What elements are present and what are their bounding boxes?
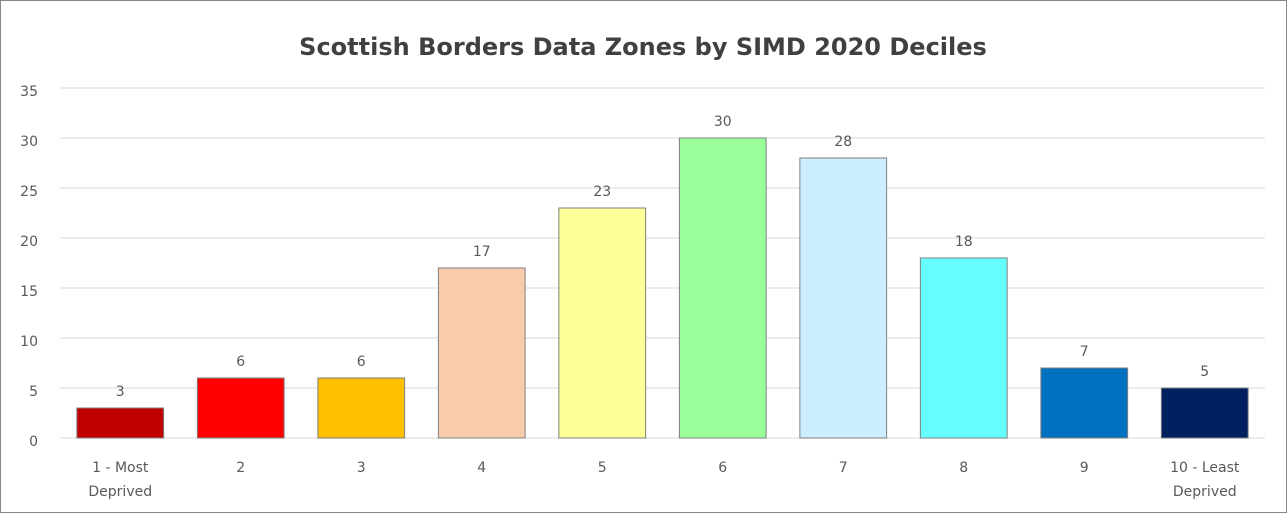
x-tick-label: 5 xyxy=(597,460,607,476)
bar xyxy=(1160,387,1249,439)
data-label: 5 xyxy=(1200,364,1209,380)
bar xyxy=(317,377,406,439)
x-tick-label: 7 xyxy=(838,460,848,476)
y-tick-label: 10 xyxy=(20,334,38,350)
y-tick-label: 20 xyxy=(20,234,38,250)
x-tick-label: 6 xyxy=(718,460,728,476)
y-tick-label: 0 xyxy=(29,434,38,450)
y-tick-label: 35 xyxy=(20,84,38,100)
x-tick-label: 10 - Least Deprived xyxy=(1170,460,1240,500)
x-tick-label: 1 - Most Deprived xyxy=(88,460,153,500)
bar xyxy=(799,157,888,439)
bar xyxy=(678,137,767,439)
y-tick-label: 5 xyxy=(29,384,38,400)
x-tick-label: 3 xyxy=(356,460,366,476)
x-tick-label: 9 xyxy=(1079,460,1089,476)
bar xyxy=(76,407,165,439)
chart-title: Scottish Borders Data Zones by SIMD 2020… xyxy=(299,33,987,61)
x-tick-label: 8 xyxy=(959,460,969,476)
x-tick-label: 4 xyxy=(477,460,487,476)
y-tick-label: 25 xyxy=(20,184,38,200)
y-tick-label: 15 xyxy=(20,284,38,300)
bar xyxy=(919,257,1008,439)
data-label: 6 xyxy=(236,354,245,370)
data-label: 23 xyxy=(593,184,611,200)
data-label: 6 xyxy=(357,354,366,370)
data-label: 28 xyxy=(834,134,852,150)
x-tick-label: 2 xyxy=(236,460,246,476)
data-label: 7 xyxy=(1080,344,1089,360)
data-label: 30 xyxy=(714,114,732,130)
data-label: 18 xyxy=(955,234,973,250)
data-label: 17 xyxy=(473,244,491,260)
bar xyxy=(558,207,647,439)
bar xyxy=(437,267,526,439)
y-tick-label: 30 xyxy=(20,134,38,150)
bar xyxy=(1040,367,1129,439)
data-label: 3 xyxy=(116,384,125,400)
bar xyxy=(196,377,285,439)
